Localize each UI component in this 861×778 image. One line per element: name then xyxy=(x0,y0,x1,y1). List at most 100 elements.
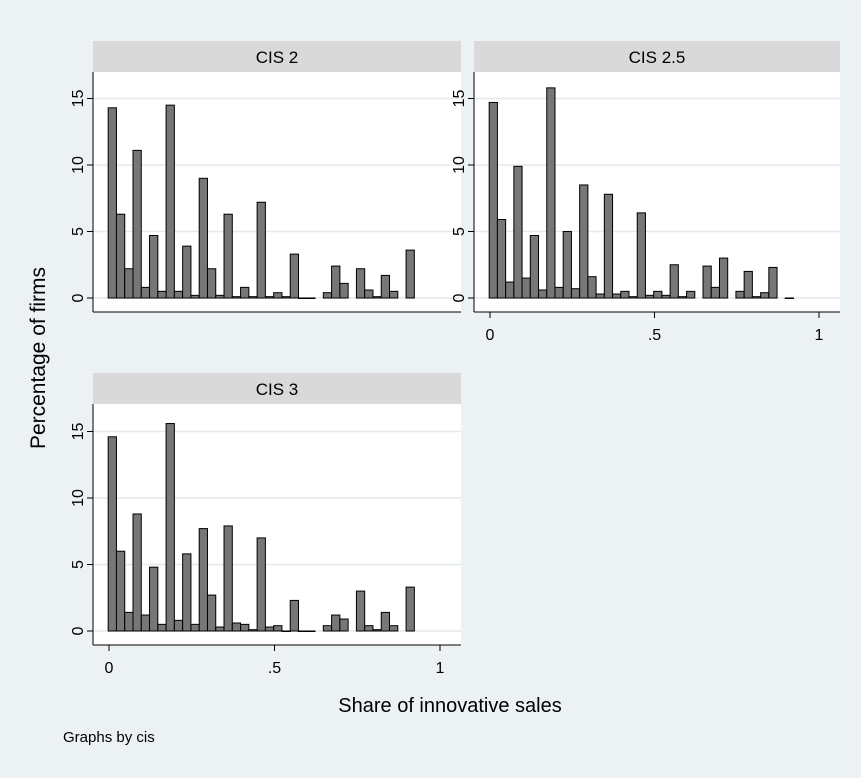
bar xyxy=(124,268,134,299)
bar xyxy=(297,630,308,632)
bar xyxy=(702,265,712,299)
bar xyxy=(339,282,349,299)
bar xyxy=(140,286,151,299)
bar xyxy=(215,294,225,299)
bar xyxy=(760,292,770,299)
x-tick-label: 1 xyxy=(436,660,445,677)
x-tick-label: 0 xyxy=(486,327,495,344)
bar xyxy=(306,297,316,299)
bar xyxy=(538,289,548,299)
bar xyxy=(157,290,167,299)
bar xyxy=(620,290,630,299)
bar xyxy=(644,294,655,299)
bar xyxy=(132,513,142,632)
bar xyxy=(165,423,175,632)
y-tick-label: 10 xyxy=(70,156,87,174)
panel-1: CIS 2 0 5 10 15 xyxy=(70,41,461,313)
bar xyxy=(587,276,597,299)
bar xyxy=(190,623,200,632)
panel-title: CIS 2 xyxy=(256,48,299,67)
bar xyxy=(554,286,564,299)
bar xyxy=(198,177,208,299)
x-tick-label: .5 xyxy=(268,660,281,677)
plot-area xyxy=(474,72,840,312)
bar xyxy=(669,264,679,299)
y-tick-label: 15 xyxy=(70,90,87,108)
panel-strip xyxy=(93,373,461,404)
bar xyxy=(273,625,283,632)
bar xyxy=(718,257,729,299)
bar xyxy=(322,625,333,632)
bar xyxy=(677,296,688,299)
bar xyxy=(107,436,117,632)
bar xyxy=(223,213,233,299)
bar xyxy=(206,268,217,299)
bar xyxy=(124,611,134,632)
bar xyxy=(182,245,192,299)
bar xyxy=(529,234,540,299)
bar xyxy=(198,528,208,632)
bar xyxy=(173,290,184,299)
bar xyxy=(372,629,382,632)
bar xyxy=(297,297,308,299)
y-tick-label: 10 xyxy=(70,489,87,507)
bar xyxy=(132,149,142,299)
bar xyxy=(364,625,374,632)
bar xyxy=(521,277,531,299)
bar xyxy=(380,274,391,299)
bar xyxy=(743,270,753,299)
y-tick-label: 10 xyxy=(451,156,468,174)
bar xyxy=(405,586,415,632)
bar xyxy=(107,107,117,299)
y-tick-label: 0 xyxy=(70,626,87,635)
bar xyxy=(149,566,159,632)
bar xyxy=(562,231,572,299)
bar xyxy=(389,290,399,299)
bar xyxy=(364,289,374,299)
bar xyxy=(231,296,242,299)
bar xyxy=(115,550,126,632)
bar xyxy=(603,193,614,299)
bar xyxy=(256,537,266,632)
bar xyxy=(612,293,622,299)
bar xyxy=(579,184,589,299)
bar xyxy=(784,297,795,299)
panel-strip xyxy=(474,41,840,72)
panel-title: CIS 2.5 xyxy=(629,48,686,67)
bar xyxy=(513,165,523,299)
bar xyxy=(372,296,382,299)
bar xyxy=(405,249,415,299)
bar xyxy=(496,219,507,299)
bar xyxy=(661,294,671,299)
bar xyxy=(322,292,333,299)
y-tick-label: 15 xyxy=(70,423,87,441)
y-tick-label: 5 xyxy=(451,227,468,236)
bar xyxy=(248,629,258,632)
x-tick-label: 0 xyxy=(105,660,114,677)
bar xyxy=(628,296,638,299)
bar xyxy=(306,630,316,632)
panel-strip xyxy=(93,41,461,72)
panels-layer: CIS 2 0 5 10 15 CIS 2.5 0 5 10 15 0 .5 1 CIS 3 0 5 10 15 0… xyxy=(70,41,840,677)
bar xyxy=(256,201,266,299)
bar xyxy=(165,104,175,299)
bar xyxy=(389,625,399,632)
bar xyxy=(636,212,646,299)
bar xyxy=(240,623,250,632)
bar xyxy=(206,594,217,632)
bar xyxy=(331,265,341,299)
bar xyxy=(595,293,605,299)
bar xyxy=(751,296,762,299)
bar xyxy=(380,611,391,632)
bar xyxy=(505,281,515,299)
bar xyxy=(281,296,291,299)
panel-title: CIS 3 xyxy=(256,380,299,399)
bar xyxy=(768,266,778,299)
y-axis-title: Percentage of firms xyxy=(27,267,50,449)
bar xyxy=(190,294,200,299)
bar xyxy=(223,525,233,632)
bar xyxy=(264,626,275,632)
bar xyxy=(710,286,720,299)
bar xyxy=(231,622,242,632)
graphs-by-note: Graphs by cis xyxy=(63,729,155,746)
